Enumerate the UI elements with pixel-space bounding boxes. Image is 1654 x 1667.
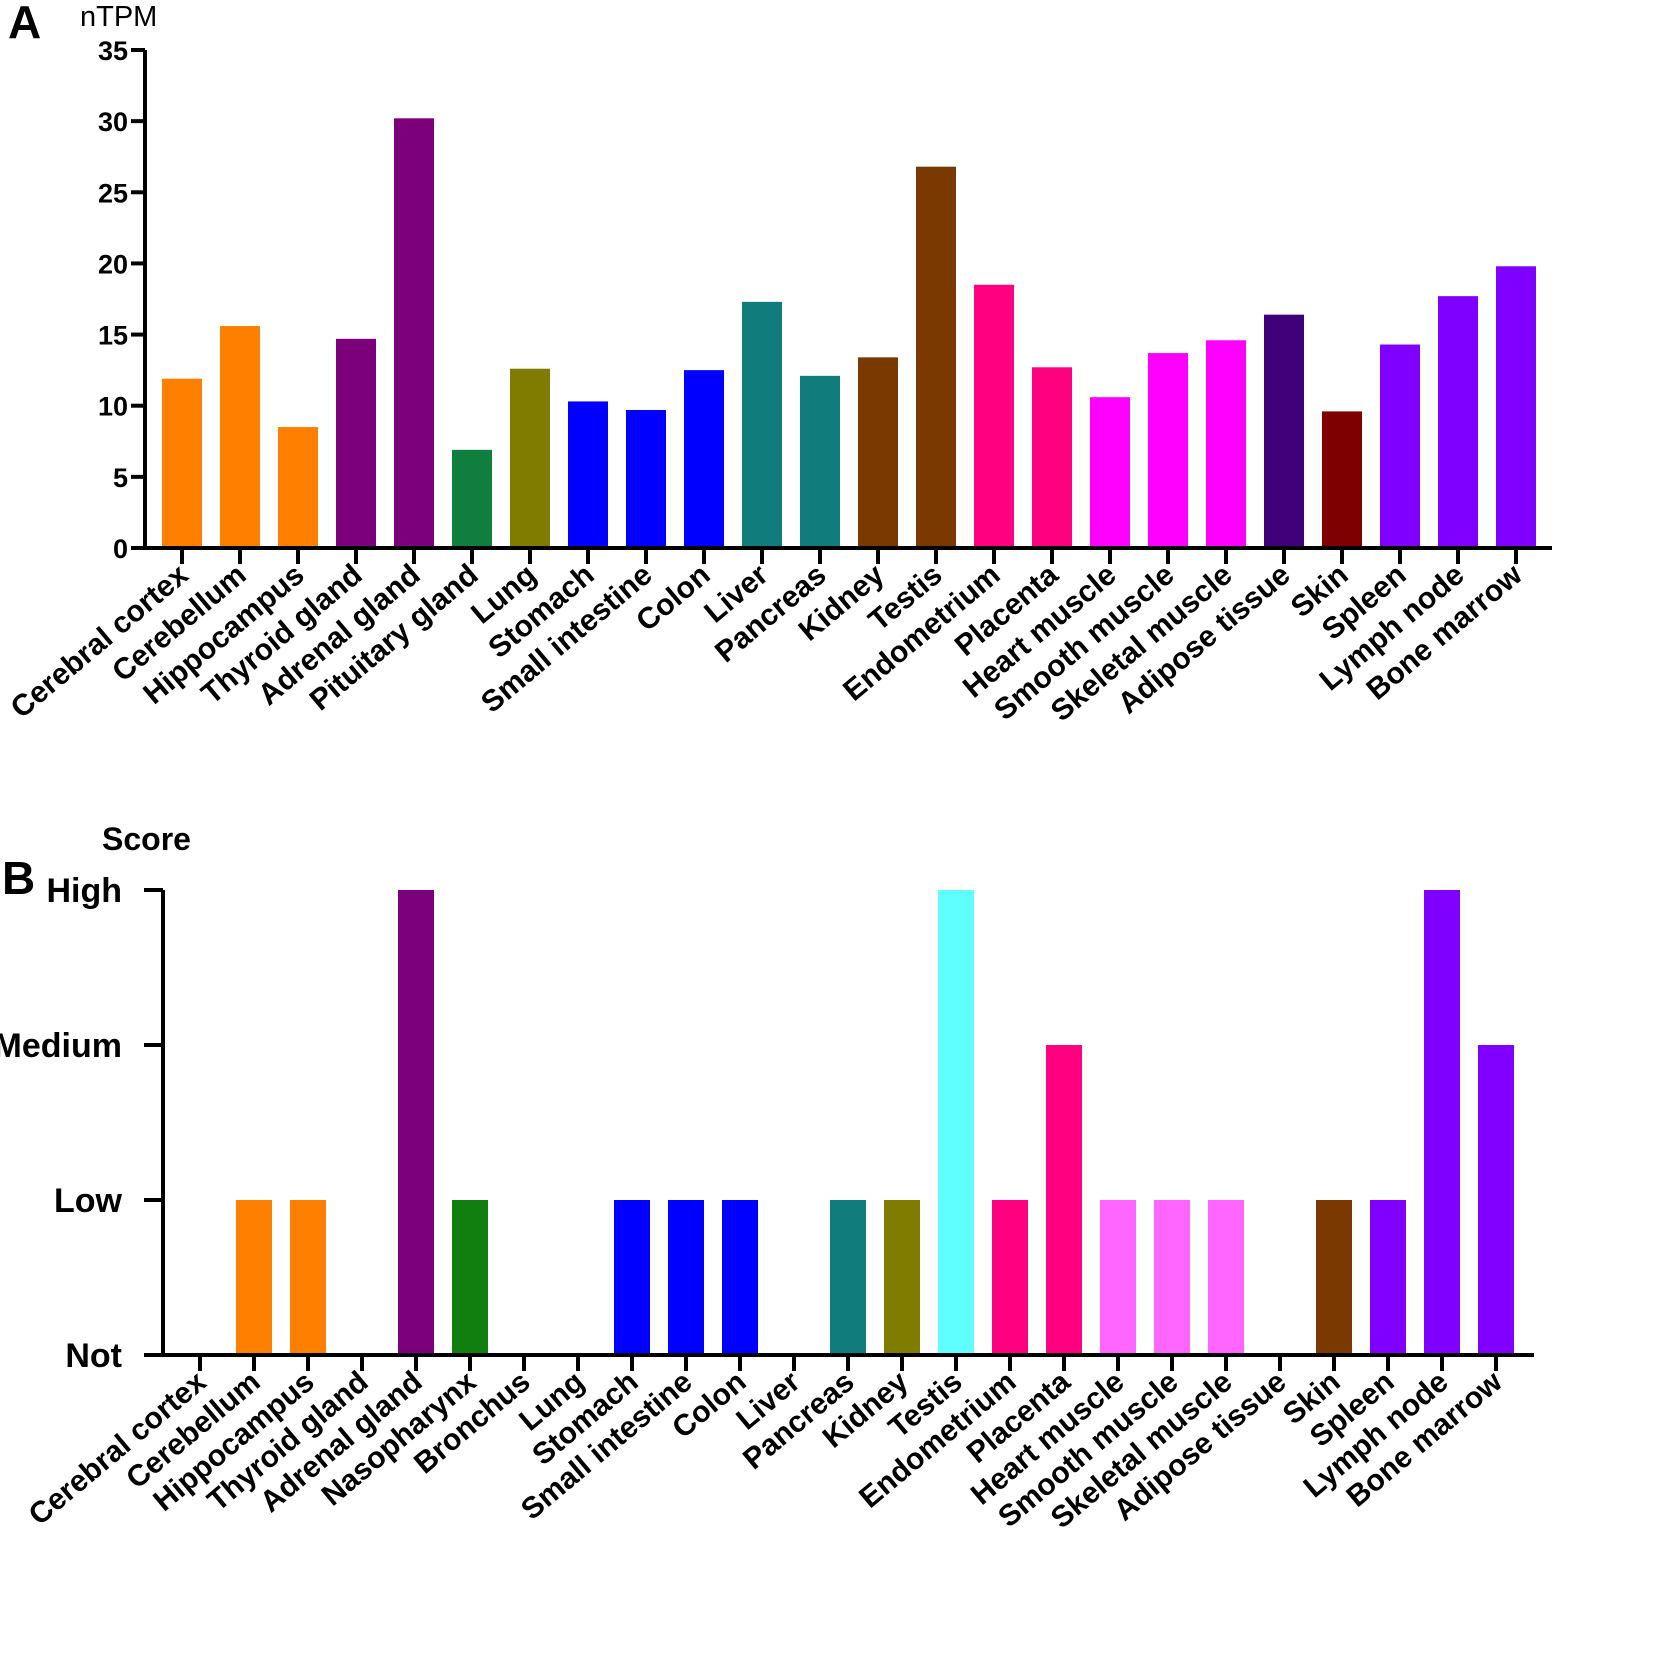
bar-pancreas bbox=[830, 1200, 866, 1355]
bar-stomach bbox=[568, 401, 608, 548]
bar-cerebellum bbox=[236, 1200, 272, 1355]
bar-endometrium bbox=[992, 1200, 1028, 1355]
y-tick-label: 35 bbox=[98, 36, 128, 66]
bar-adipose-tissue bbox=[1264, 314, 1304, 548]
y-tick-label-not: Not bbox=[65, 1337, 122, 1375]
bar-liver bbox=[742, 301, 782, 548]
bar-smooth-muscle bbox=[1154, 1200, 1190, 1355]
panel-b-label: B bbox=[2, 852, 35, 904]
y-tick-label: 10 bbox=[98, 392, 128, 422]
bar-smooth-muscle bbox=[1148, 353, 1188, 548]
bar-skeletal-muscle bbox=[1206, 340, 1246, 548]
bar-hippocampus bbox=[290, 1200, 326, 1355]
bar-heart-muscle bbox=[1100, 1200, 1136, 1355]
y-tick-label: 5 bbox=[113, 463, 128, 493]
bar-kidney bbox=[858, 357, 898, 548]
y-tick-label: 0 bbox=[113, 534, 128, 564]
y-axis-title: nTPM bbox=[80, 1, 157, 33]
bar-lymph-node bbox=[1438, 296, 1478, 548]
y-tick-label: 15 bbox=[98, 321, 128, 351]
bar-bone-marrow bbox=[1478, 1045, 1514, 1355]
bar-colon bbox=[722, 1200, 758, 1355]
bar-thyroid-gland bbox=[336, 338, 376, 548]
y-axis-title: Score bbox=[102, 821, 191, 857]
bar-cerebral-cortex bbox=[162, 378, 202, 548]
bar-small-intestine bbox=[668, 1200, 704, 1355]
bar-bone-marrow bbox=[1496, 266, 1536, 548]
y-tick-label-medium: Medium bbox=[0, 1027, 122, 1065]
panel-a-label: A bbox=[8, 0, 41, 48]
bar-lung bbox=[510, 368, 550, 548]
bar-adrenal-gland bbox=[398, 890, 434, 1355]
bar-endometrium bbox=[974, 284, 1014, 548]
y-tick-label: 30 bbox=[98, 107, 128, 137]
bar-testis bbox=[916, 166, 956, 548]
bar-colon bbox=[684, 370, 724, 548]
bar-skeletal-muscle bbox=[1208, 1200, 1244, 1355]
bar-nasopharynx bbox=[452, 1200, 488, 1355]
bar-skin bbox=[1316, 1200, 1352, 1355]
bar-hippocampus bbox=[278, 427, 318, 548]
bar-stomach bbox=[614, 1200, 650, 1355]
bar-spleen bbox=[1370, 1200, 1406, 1355]
bar-adrenal-gland bbox=[394, 118, 434, 548]
y-tick-label: 25 bbox=[98, 178, 128, 208]
bar-pancreas bbox=[800, 375, 840, 548]
bar-placenta bbox=[1032, 367, 1072, 548]
bar-placenta bbox=[1046, 1045, 1082, 1355]
bar-cerebellum bbox=[220, 326, 260, 548]
bar-lymph-node bbox=[1424, 890, 1460, 1355]
bar-spleen bbox=[1380, 344, 1420, 548]
bar-skin bbox=[1322, 411, 1362, 548]
y-tick-label: 20 bbox=[98, 249, 128, 279]
y-tick-label-low: Low bbox=[54, 1182, 123, 1220]
y-tick-label-high: High bbox=[46, 872, 122, 910]
bar-small-intestine bbox=[626, 409, 666, 548]
bar-testis bbox=[938, 890, 974, 1355]
bar-heart-muscle bbox=[1090, 397, 1130, 548]
bar-pituitary-gland bbox=[452, 449, 492, 548]
bar-kidney bbox=[884, 1200, 920, 1355]
